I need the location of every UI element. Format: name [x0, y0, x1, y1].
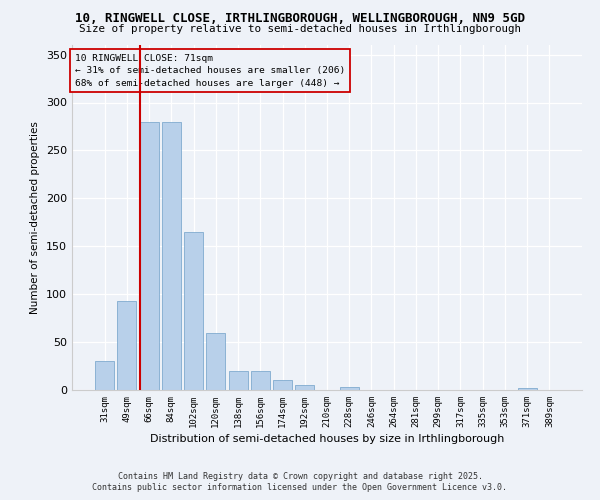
Bar: [518, 388, 536, 390]
Bar: [251, 371, 270, 390]
Text: 10, RINGWELL CLOSE, IRTHLINGBOROUGH, WELLINGBOROUGH, NN9 5GD: 10, RINGWELL CLOSE, IRTHLINGBOROUGH, WEL…: [75, 12, 525, 26]
Bar: [273, 380, 292, 390]
Y-axis label: Number of semi-detached properties: Number of semi-detached properties: [31, 121, 40, 314]
Bar: [118, 301, 136, 390]
X-axis label: Distribution of semi-detached houses by size in Irthlingborough: Distribution of semi-detached houses by …: [150, 434, 504, 444]
Text: Contains HM Land Registry data © Crown copyright and database right 2025.
Contai: Contains HM Land Registry data © Crown c…: [92, 472, 508, 492]
Bar: [206, 332, 225, 390]
Text: Size of property relative to semi-detached houses in Irthlingborough: Size of property relative to semi-detach…: [79, 24, 521, 34]
Bar: [340, 387, 359, 390]
Bar: [295, 385, 314, 390]
Text: 10 RINGWELL CLOSE: 71sqm
← 31% of semi-detached houses are smaller (206)
68% of : 10 RINGWELL CLOSE: 71sqm ← 31% of semi-d…: [74, 54, 345, 88]
Bar: [95, 361, 114, 390]
Bar: [184, 232, 203, 390]
Bar: [229, 371, 248, 390]
Bar: [140, 122, 158, 390]
Bar: [162, 122, 181, 390]
